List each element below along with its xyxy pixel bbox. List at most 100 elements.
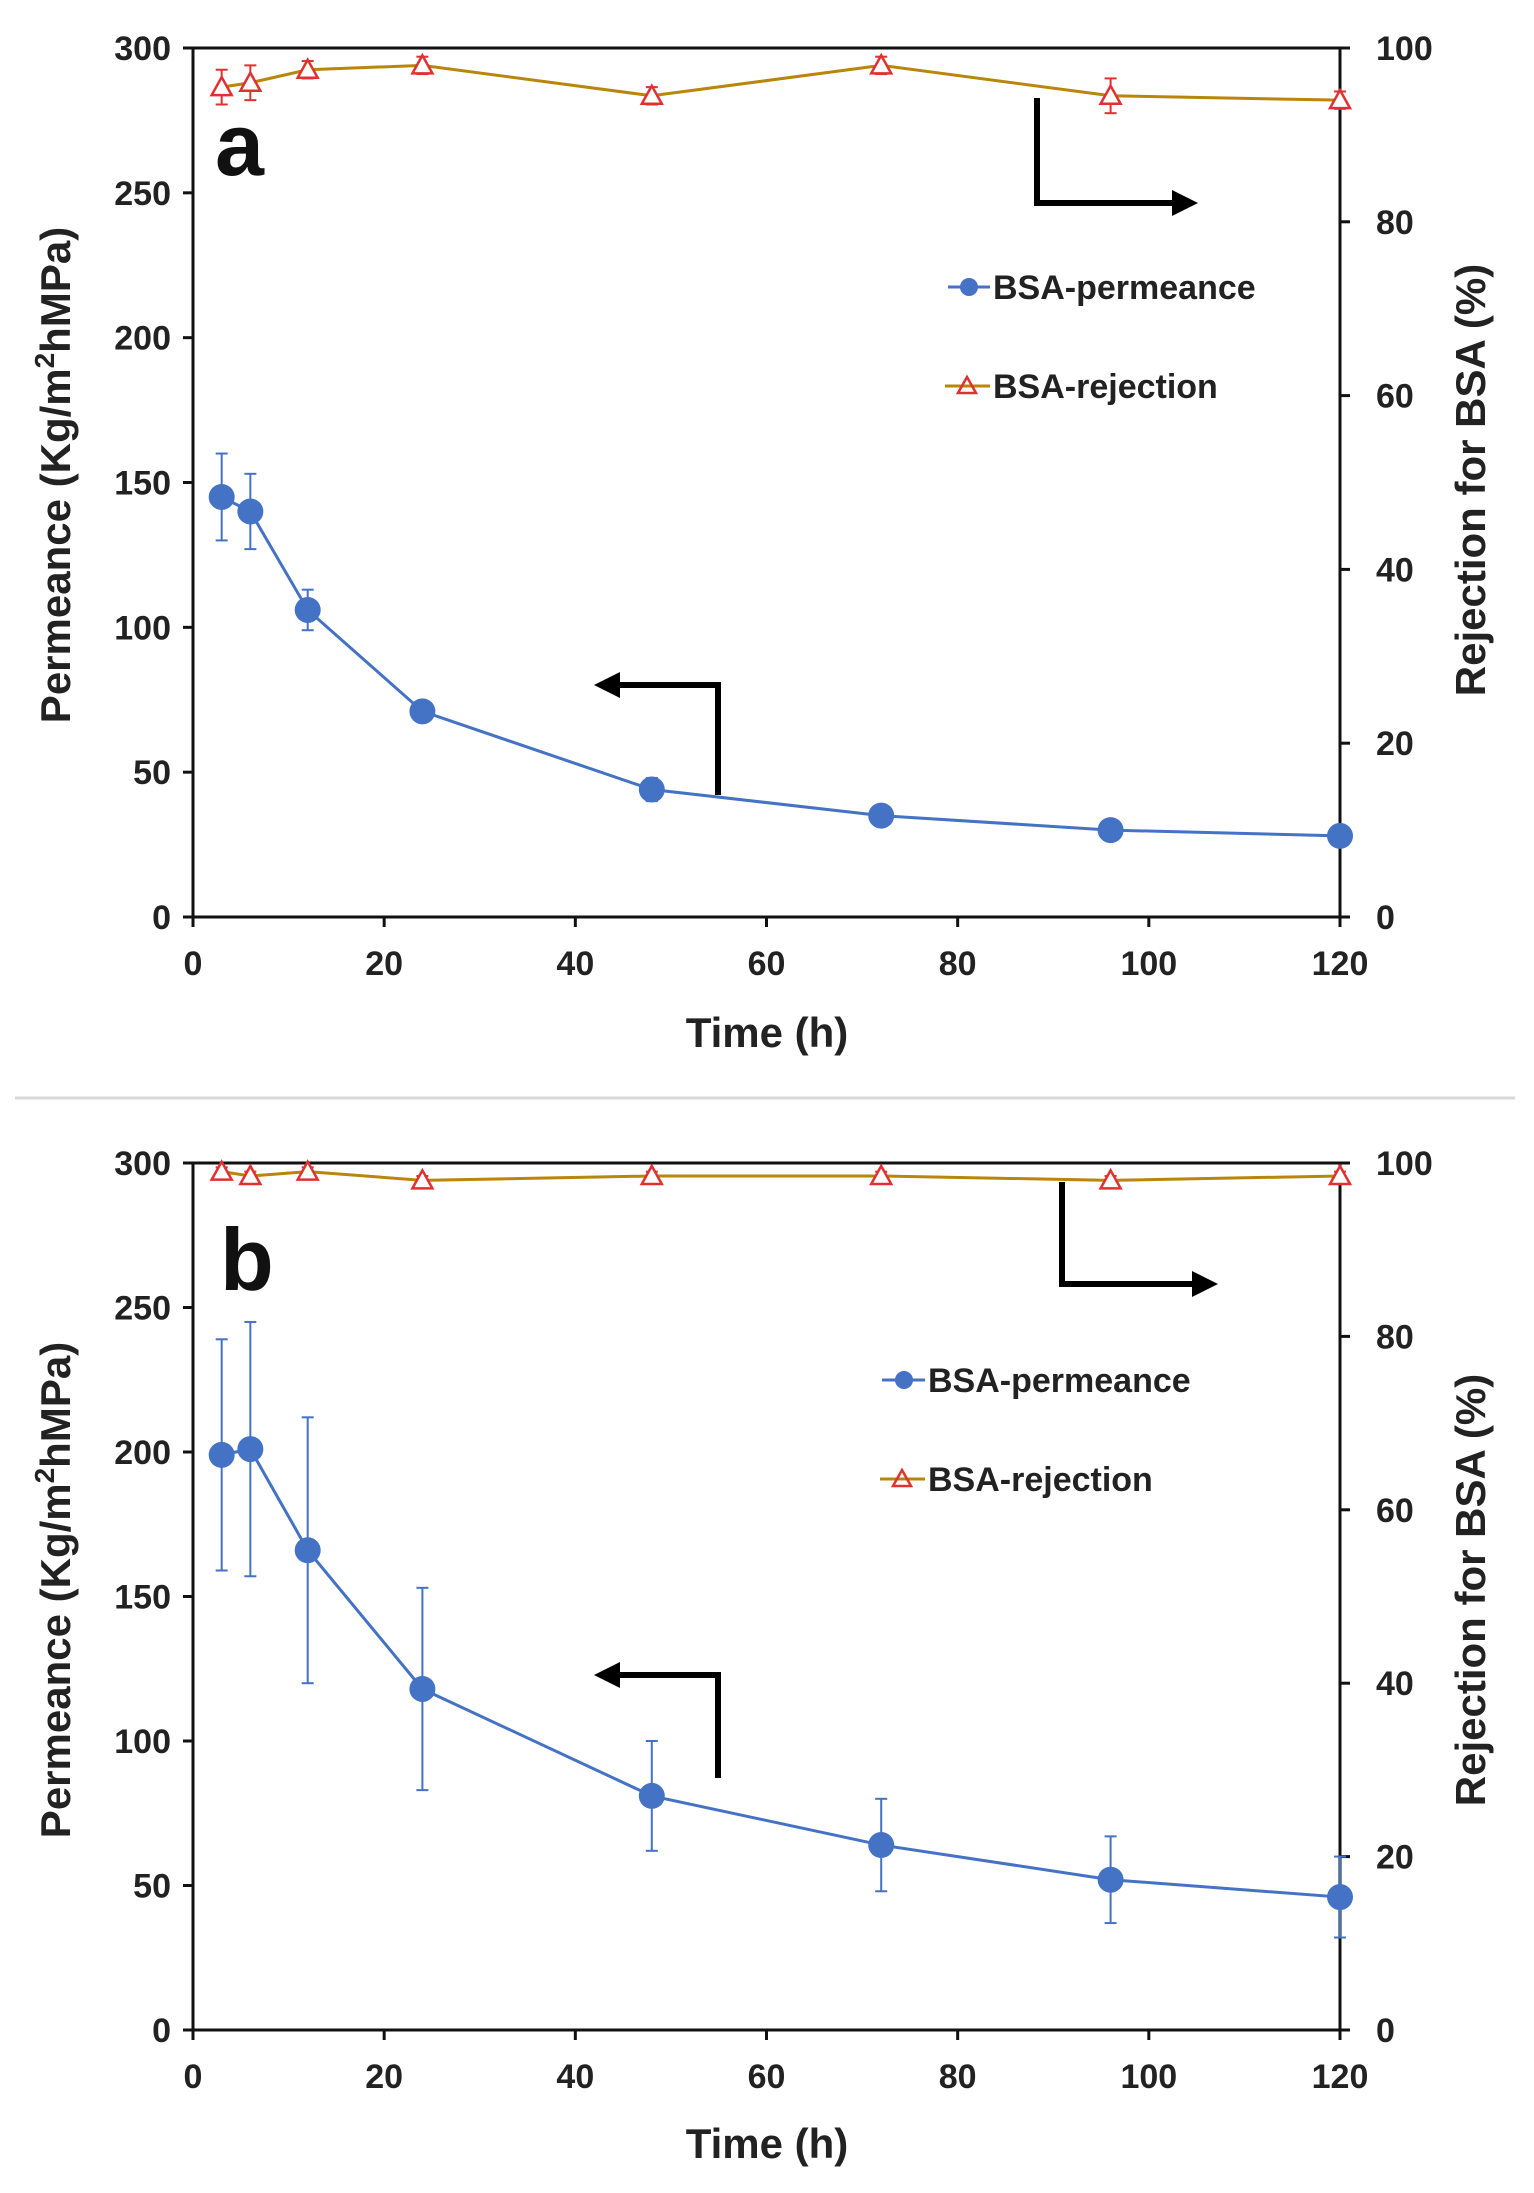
rejection-data-point — [1327, 87, 1353, 110]
y-left-tick-label: 150 — [114, 1579, 171, 1617]
y-left-tick-label: 100 — [114, 609, 171, 647]
y-left-tick-label: 200 — [114, 320, 171, 358]
axis-title-superscript: 2 — [29, 1468, 60, 1484]
legend-rejection-marker-icon — [890, 1467, 914, 1488]
rejection-data-point — [1098, 83, 1123, 106]
permeance-data-point — [409, 1675, 436, 1702]
panel-a-right-axis-arrow-icon — [1034, 98, 1198, 216]
panel-b-left-axis-arrow-icon — [594, 1662, 721, 1778]
panel-a-legend: BSA-permeance BSA-rejection — [945, 269, 1256, 406]
panel-b-right-axis-arrow-icon — [1059, 1182, 1218, 1297]
y-left-tick-label: 150 — [114, 465, 171, 503]
x-tick-label: 120 — [1312, 945, 1369, 983]
legend-permeance-marker-icon — [960, 278, 978, 296]
panel-b-x-axis-title: Time (h) — [686, 2120, 849, 2167]
legend-rejection-label: BSA-rejection — [993, 368, 1218, 406]
axis-title-part: hMPa) — [32, 1342, 79, 1468]
y-left-tick-label: 0 — [152, 899, 171, 937]
permeance-data-point — [294, 596, 321, 623]
y-right-tick-label: 60 — [1376, 378, 1414, 416]
y-left-tick-label: 250 — [114, 175, 171, 213]
legend-permeance-label: BSA-permeance — [928, 1362, 1191, 1400]
x-tick-label: 60 — [748, 945, 786, 983]
y-left-tick-label: 50 — [133, 1868, 171, 1906]
rejection-data-point — [1327, 1163, 1353, 1186]
rejection-data-point — [410, 52, 435, 75]
plot-frame — [191, 46, 1342, 919]
y-left-tick-label: 50 — [133, 754, 171, 792]
y-left-tick-label: 200 — [114, 1434, 171, 1472]
panel-b-legend: BSA-permeance BSA-rejection — [880, 1362, 1191, 1499]
rejection-data-point — [209, 1159, 234, 1181]
axis-title-part: hMPa) — [32, 227, 79, 353]
permeance-data-point — [237, 498, 264, 525]
permeance-data-point — [1327, 822, 1353, 849]
panel-a-left-axis-arrow-icon — [594, 672, 721, 795]
y-left-tick-label: 250 — [114, 1290, 171, 1328]
x-tick-label: 120 — [1312, 2058, 1369, 2096]
rejection-series-line — [221, 63, 1341, 102]
legend-permeance-label: BSA-permeance — [993, 269, 1256, 307]
permeance-data-point — [1097, 1866, 1124, 1893]
rejection-data-point — [639, 1163, 664, 1186]
panel-b-plot-area: 0 20 40 60 80 100 1200501001502002503000204060… — [114, 1145, 1432, 2096]
x-tick-label: 60 — [748, 2058, 786, 2096]
x-tick-label: 40 — [556, 2058, 594, 2096]
y-right-tick-label: 20 — [1376, 725, 1414, 763]
rejection-data-point — [238, 1163, 263, 1186]
rejection-data-point — [639, 83, 664, 106]
panel-a-left-axis-title: Permeance (Kg/m2hMPa) — [29, 227, 79, 723]
panel-b-label: b — [220, 1210, 274, 1309]
panel-a-right-axis-title: Rejection for BSA (%) — [1447, 264, 1494, 696]
x-tick-label: 100 — [1120, 2058, 1177, 2096]
legend-permeance-marker-icon — [895, 1371, 913, 1389]
permeance-series-line — [221, 1447, 1341, 1899]
x-tick-label: 20 — [365, 945, 403, 983]
y-right-tick-label: 0 — [1376, 899, 1395, 937]
rejection-data-point — [238, 70, 263, 93]
rejection-data-point — [209, 74, 234, 97]
x-tick-label: 40 — [556, 945, 594, 983]
y-right-tick-label: 100 — [1376, 30, 1433, 68]
legend-rejection-marker-icon — [955, 374, 979, 395]
panel-a-x-axis-title: Time (h) — [686, 1009, 849, 1056]
rejection-data-point — [295, 1159, 320, 1181]
y-left-tick-label: 300 — [114, 1145, 171, 1183]
y-right-tick-label: 60 — [1376, 1492, 1414, 1530]
y-right-tick-label: 80 — [1376, 1318, 1414, 1356]
axis-title-part: Permeance (Kg/m — [32, 1483, 79, 1838]
x-tick-label: 0 — [184, 945, 203, 983]
permeance-data-point — [237, 1436, 264, 1463]
rejection-data-point — [295, 57, 320, 79]
rejection-data-point — [869, 1163, 894, 1186]
legend-rejection-label: BSA-rejection — [928, 1461, 1153, 1499]
x-tick-label: 80 — [939, 945, 977, 983]
permeance-data-point — [208, 483, 235, 510]
axis-title-part: Permeance (Kg/m — [32, 368, 79, 723]
y-left-tick-label: 100 — [114, 1723, 171, 1761]
y-right-tick-label: 40 — [1376, 551, 1414, 589]
y-left-tick-label: 0 — [152, 2012, 171, 2050]
rejection-data-point — [410, 1167, 435, 1190]
panel-a-plot-area: 0 20 40 60 80 100 1200501001502002503000204060… — [114, 30, 1432, 983]
panel-b: 0 20 40 60 80 100 1200501001502002503000204060… — [29, 1145, 1494, 2167]
rejection-data-point — [1098, 1167, 1123, 1190]
permeance-data-point — [638, 776, 665, 803]
permeance-data-point — [638, 1782, 665, 1809]
y-right-tick-label: 0 — [1376, 2012, 1395, 2050]
x-tick-label: 80 — [939, 2058, 977, 2096]
panel-b-right-axis-title: Rejection for BSA (%) — [1447, 1374, 1494, 1806]
permeance-data-point — [409, 698, 436, 725]
panel-a: 0 20 40 60 80 100 1200501001502002503000204060… — [29, 30, 1494, 1056]
y-left-tick-label: 300 — [114, 30, 171, 68]
rejection-series-line — [221, 1170, 1341, 1182]
panel-b-left-axis-title: Permeance (Kg/m2hMPa) — [29, 1342, 79, 1838]
plot-frame — [191, 1161, 1342, 2032]
x-tick-label: 20 — [365, 2058, 403, 2096]
x-tick-label: 100 — [1120, 945, 1177, 983]
x-tick-label: 0 — [184, 2058, 203, 2096]
permeance-data-point — [294, 1537, 321, 1564]
permeance-data-point — [208, 1441, 235, 1468]
permeance-data-point — [868, 1832, 895, 1859]
